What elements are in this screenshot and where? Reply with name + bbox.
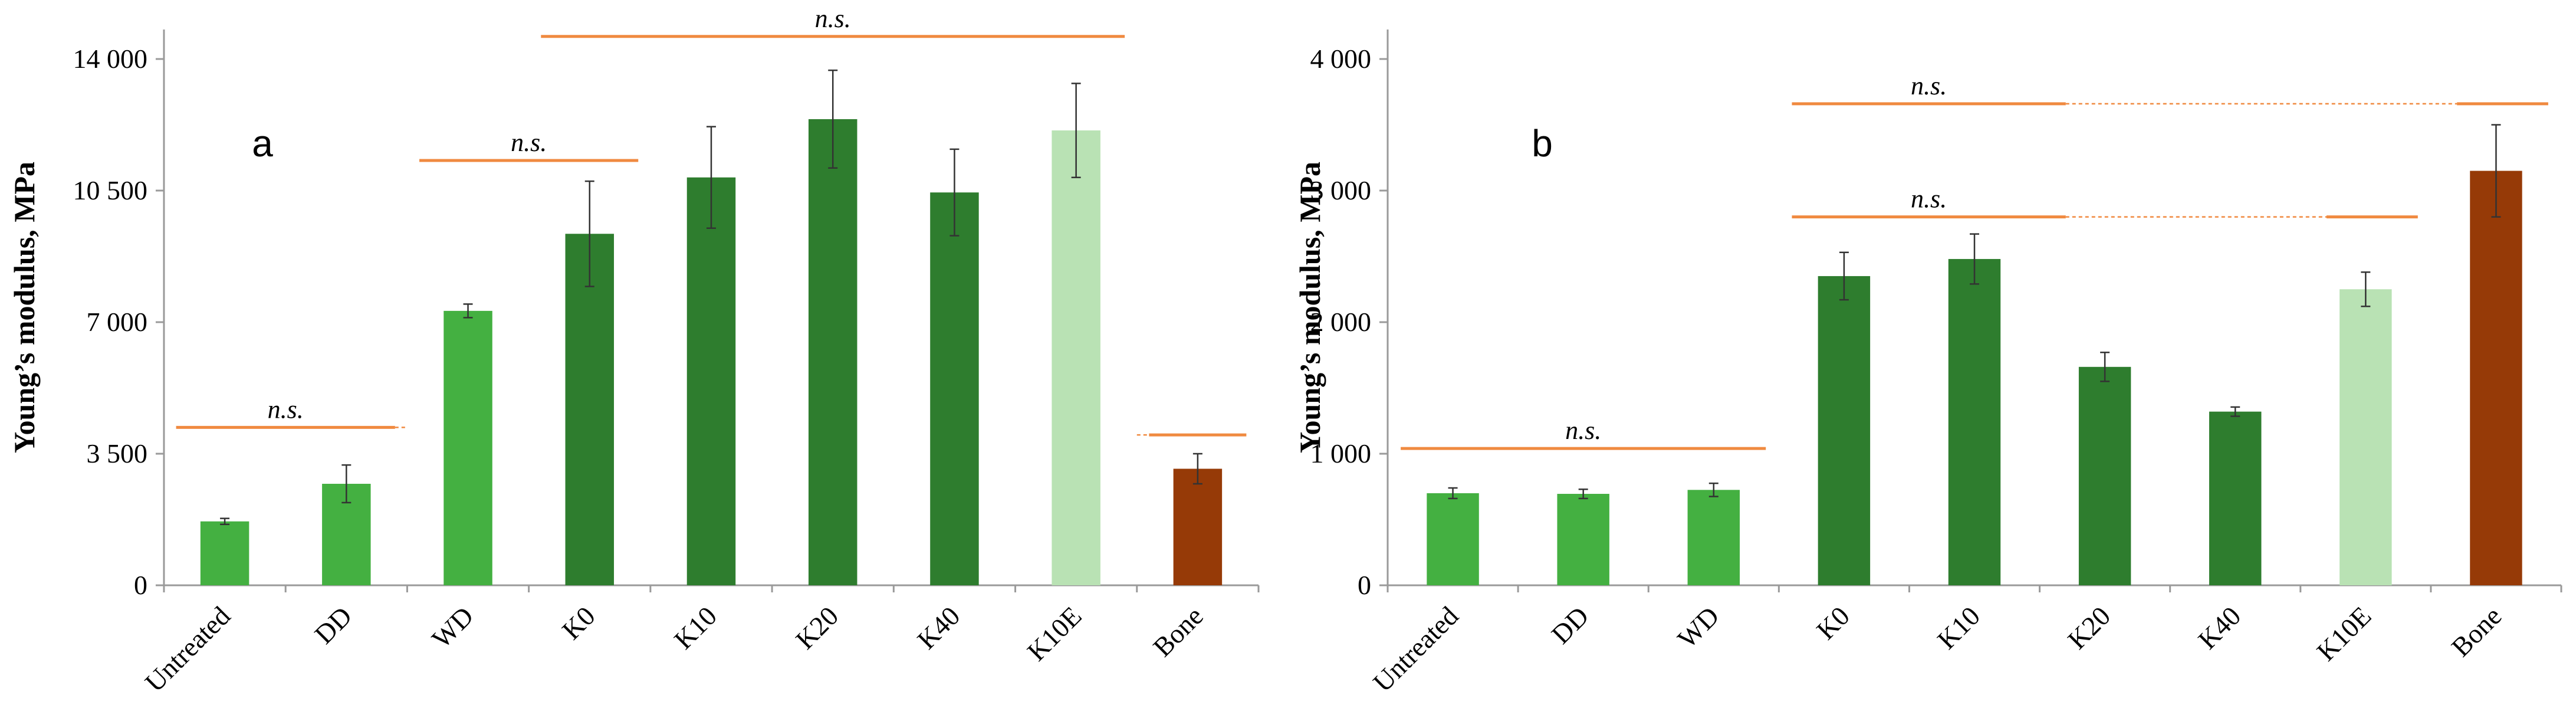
significance-label: n.s. bbox=[1565, 416, 1601, 445]
bar-k10e bbox=[2340, 289, 2392, 585]
y-axis-label: Young’s modulus, MPa bbox=[8, 162, 41, 453]
x-tick-label: K0 bbox=[556, 601, 601, 645]
x-tick-label: Untreated bbox=[1367, 601, 1464, 697]
significance-label: n.s. bbox=[1911, 185, 1947, 214]
bar-k20 bbox=[808, 119, 857, 585]
chart-panel-a: 0 3 500 7 000 10 500 14 000 Young’s modulus, … bbox=[8, 4, 1260, 697]
bar-k40 bbox=[930, 192, 979, 586]
bar-k10 bbox=[686, 177, 736, 585]
y-tick-label: 4 000 bbox=[1310, 44, 1372, 74]
bar-k10 bbox=[1948, 258, 2001, 586]
x-tick-label: K10E bbox=[1021, 601, 1087, 667]
x-tick-label: K40 bbox=[911, 601, 965, 655]
panel-letter: a bbox=[252, 122, 273, 165]
bar-k0 bbox=[1818, 276, 1871, 585]
x-tick-label: K10 bbox=[668, 601, 722, 655]
x-tick-label: DD bbox=[1546, 601, 1595, 650]
x-tick-label: K10E bbox=[2311, 601, 2377, 667]
significance-label: n.s. bbox=[1911, 71, 1947, 100]
bar-bone bbox=[1173, 468, 1223, 585]
x-tick-label: WD bbox=[1672, 601, 1725, 654]
significance-label: n.s. bbox=[815, 4, 851, 33]
y-tick-label: 14 000 bbox=[73, 44, 148, 74]
x-tick-label: K20 bbox=[790, 601, 844, 655]
x-tick-label: Bone bbox=[2446, 601, 2508, 663]
bar-k40 bbox=[2209, 411, 2262, 585]
bar-wd bbox=[1687, 490, 1740, 585]
bar-k10e bbox=[1052, 130, 1100, 586]
significance-label: n.s. bbox=[268, 395, 304, 424]
bar-wd bbox=[443, 310, 492, 585]
chart-panel-b: 0 1 000 2 000 3 000 4 000 Young’s modulus, MP… bbox=[1293, 30, 2562, 697]
x-tick-label: K10 bbox=[1931, 601, 1986, 655]
x-tick-label: K40 bbox=[2192, 601, 2246, 655]
x-tick-label: Bone bbox=[1147, 601, 1209, 663]
y-tick-label: 0 bbox=[1358, 570, 1371, 600]
x-tick-label: DD bbox=[308, 601, 357, 650]
y-tick-label: 3 000 bbox=[1310, 175, 1372, 205]
y-tick-label: 7 000 bbox=[87, 307, 148, 337]
x-tick-label: Untreated bbox=[139, 601, 236, 697]
y-tick-label: 3 500 bbox=[87, 438, 148, 468]
panel-letter: b bbox=[1532, 122, 1553, 165]
y-tick-label: 0 bbox=[134, 570, 147, 600]
bar-k0 bbox=[565, 234, 615, 585]
x-tick-label: K0 bbox=[1811, 601, 1855, 645]
y-axis-label: Young’s modulus, MPa bbox=[1293, 162, 1326, 453]
y-tick-label: 10 500 bbox=[73, 175, 148, 205]
y-tick-label: 1 000 bbox=[1310, 438, 1372, 468]
bar-untreated bbox=[1427, 493, 1479, 585]
y-tick-label: 2 000 bbox=[1310, 307, 1372, 337]
x-tick-label: WD bbox=[426, 601, 479, 654]
bar-dd bbox=[1557, 494, 1609, 585]
x-tick-label: K20 bbox=[2062, 601, 2116, 655]
bar-k20 bbox=[2078, 366, 2131, 585]
significance-label: n.s. bbox=[511, 128, 547, 157]
bar-bone bbox=[2470, 171, 2522, 585]
bar-untreated bbox=[200, 521, 249, 585]
